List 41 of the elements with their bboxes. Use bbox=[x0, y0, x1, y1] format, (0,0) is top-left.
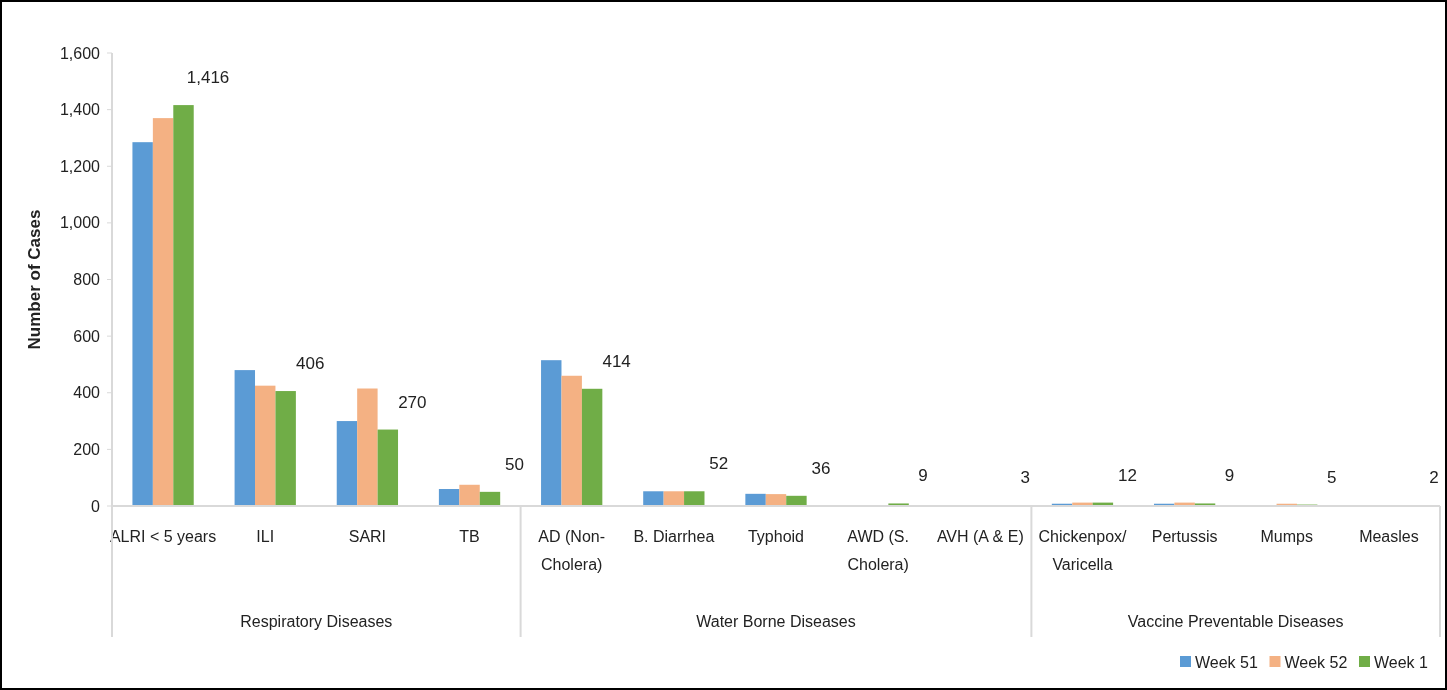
data-label: 270 bbox=[398, 392, 427, 412]
data-label: 50 bbox=[505, 454, 524, 474]
y-tick-label: 1,000 bbox=[59, 214, 101, 232]
y-tick-label: 1,600 bbox=[59, 44, 101, 62]
y-tick-label: 800 bbox=[73, 271, 101, 289]
data-label: 36 bbox=[811, 458, 831, 478]
text: Vaccine Preventable Diseases bbox=[1127, 613, 1344, 630]
y-tick-label: 400 bbox=[73, 384, 101, 402]
y-tick-label: 600 bbox=[73, 327, 101, 345]
y-tick-label: 1,200 bbox=[59, 157, 101, 175]
x-tick-label: SARI bbox=[348, 528, 387, 545]
x-tick-label: AVH (A & E) bbox=[936, 528, 1024, 545]
y-axis-title: Number of Cases bbox=[25, 209, 44, 350]
x-tick-label: ILI bbox=[256, 528, 275, 545]
data-label: 9 bbox=[1224, 466, 1235, 486]
x-tick-label: TB bbox=[459, 528, 480, 545]
data-label: 2 bbox=[1429, 468, 1439, 488]
data-label: 1,416 bbox=[186, 68, 230, 88]
legend-label: Week 52 bbox=[1284, 653, 1348, 671]
x-tick-label: Measles bbox=[1359, 528, 1419, 545]
text: Respiratory Diseases bbox=[240, 613, 393, 630]
data-label: 52 bbox=[709, 454, 729, 474]
x-tick-label: B. Diarrhea bbox=[633, 528, 715, 545]
data-label: 414 bbox=[602, 351, 631, 371]
data-label: 9 bbox=[918, 466, 928, 486]
x-tick-label: AWD (S. Cholera) bbox=[847, 528, 909, 573]
data-label: 3 bbox=[1020, 468, 1030, 488]
y-tick-label: 1,400 bbox=[59, 101, 101, 119]
text: Water Borne Diseases bbox=[696, 613, 856, 630]
x-tick-label: Typhoid bbox=[747, 528, 805, 545]
data-label: 5 bbox=[1326, 467, 1337, 487]
x-tick-label: AD (Non-Cholera) bbox=[538, 528, 606, 573]
x-tick-label: Mumps bbox=[1260, 528, 1313, 545]
data-label: 406 bbox=[295, 354, 325, 374]
legend-label: Week 51 bbox=[1195, 653, 1258, 671]
y-tick-label: 0 bbox=[91, 497, 101, 515]
x-tick-label: Chickenpox/ Varicella bbox=[1038, 528, 1128, 573]
x-tick-label: Pertussis bbox=[1151, 528, 1218, 545]
legend-label: Week 1 bbox=[1374, 653, 1429, 671]
y-tick-label: 200 bbox=[73, 440, 101, 458]
data-label: 12 bbox=[1117, 465, 1137, 485]
